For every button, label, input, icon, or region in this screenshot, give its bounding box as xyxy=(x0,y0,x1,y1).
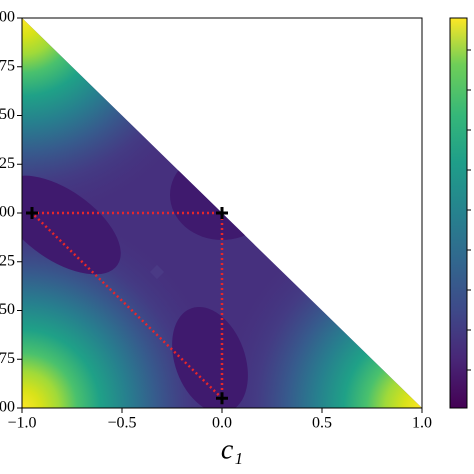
y-tick-label: 0.25 xyxy=(0,155,15,172)
x-tick-label: 0.0 xyxy=(212,415,232,432)
connecting-line xyxy=(28,211,224,402)
y-tick-label: −0.75 xyxy=(0,350,15,367)
point-marker xyxy=(216,392,228,405)
y-tick-label: 1.00 xyxy=(0,9,15,26)
y-tick-label: −0.25 xyxy=(0,252,15,269)
y-tick-label: −0.50 xyxy=(0,301,15,318)
x-tick-label: 0.5 xyxy=(312,415,332,432)
y-tick-label: 0.00 xyxy=(0,204,15,221)
x-tick-label: −1.0 xyxy=(7,415,36,432)
contour-low xyxy=(22,175,121,275)
contour-low xyxy=(172,306,248,408)
contour-saddle xyxy=(149,264,165,280)
colorbar xyxy=(449,17,468,409)
contour-low xyxy=(170,150,274,240)
y-tick-label: 0.50 xyxy=(0,106,15,123)
point-marker xyxy=(216,207,228,219)
x-tick-label: −0.5 xyxy=(107,415,136,432)
y-tick-label: −1.00 xyxy=(0,399,15,416)
point-marker xyxy=(26,207,38,219)
x-axis-label: c₁ xyxy=(221,434,243,465)
contour-field xyxy=(22,18,422,408)
x-tick-label: 1.0 xyxy=(412,415,432,432)
y-tick-label: 0.75 xyxy=(0,57,15,74)
colorbar-ticks xyxy=(467,49,471,371)
